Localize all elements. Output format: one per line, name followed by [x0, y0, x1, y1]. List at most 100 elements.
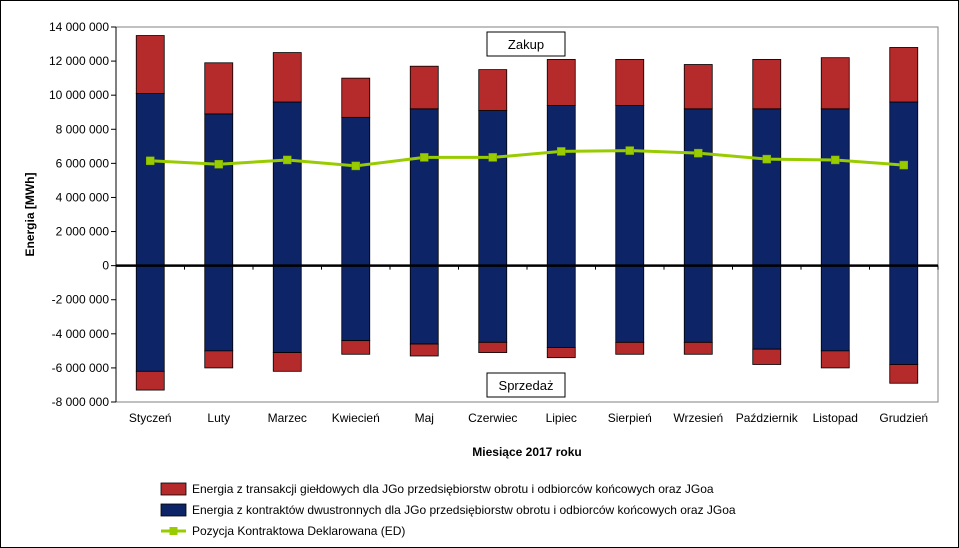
bar-contracts-sell — [615, 265, 645, 343]
bar-exchange-buy — [683, 64, 713, 110]
y-tick-label: 10 000 000 — [49, 88, 109, 102]
bar-exchange-sell — [409, 343, 439, 357]
bar-contracts-buy — [135, 93, 165, 267]
annotation-box — [486, 31, 566, 57]
bar-contracts-sell — [409, 265, 439, 345]
bar-contracts-sell — [752, 265, 782, 350]
legend-label: Energia z kontraktów dwustronnych dla JG… — [192, 503, 736, 517]
bar-exchange-sell — [135, 370, 165, 391]
ed-point — [694, 148, 703, 158]
bar-contracts-sell — [341, 265, 371, 342]
bar-contracts-buy — [341, 116, 371, 267]
y-tick-label: -8 000 000 — [52, 395, 110, 409]
bar-contracts-sell — [272, 265, 302, 353]
bar-exchange-buy — [889, 47, 919, 103]
bar-exchange-buy — [478, 69, 508, 111]
bar-contracts-buy — [683, 108, 713, 267]
y-axis-title: Energia [MWh] — [23, 173, 37, 257]
x-tick-label: Marzec — [268, 411, 307, 425]
bar-contracts-buy — [820, 108, 850, 267]
bar-contracts-buy — [478, 110, 508, 267]
x-tick-label: Październik — [736, 411, 799, 425]
y-tick-label: 0 — [102, 259, 109, 273]
y-tick-label: 8 000 000 — [56, 122, 110, 136]
bar-contracts-buy — [272, 101, 302, 267]
ed-point — [214, 159, 223, 169]
ed-point — [625, 146, 634, 155]
bar-exchange-buy — [752, 58, 782, 110]
x-tick-label: Wrzesień — [673, 411, 723, 425]
x-tick-label: Grudzień — [879, 411, 928, 425]
legend-swatch-marker — [169, 527, 178, 535]
bar-contracts-buy — [889, 101, 919, 267]
bar-contracts-sell — [204, 265, 234, 352]
x-tick-label: Maj — [415, 411, 434, 425]
x-tick-label: Luty — [207, 411, 230, 425]
bar-exchange-buy — [409, 65, 439, 110]
x-tick-label: Sierpień — [608, 411, 652, 425]
ed-point — [557, 147, 566, 156]
x-tick-label: Czerwiec — [468, 411, 517, 425]
x-tick-label: Styczeń — [129, 411, 172, 425]
bar-contracts-buy — [615, 105, 645, 267]
bar-exchange-sell — [683, 341, 713, 355]
bar-exchange-buy — [341, 77, 371, 118]
bar-contracts-sell — [546, 265, 576, 348]
y-tick-label: 12 000 000 — [49, 54, 109, 68]
legend-swatch — [160, 503, 187, 517]
bar-contracts-sell — [683, 265, 713, 343]
bar-contracts-buy — [752, 108, 782, 267]
bar-exchange-sell — [478, 341, 508, 353]
legend: Energia z transakcji giełdowych dla JGo … — [160, 482, 736, 538]
bar-exchange-sell — [204, 350, 234, 369]
x-tick-label: Kwiecień — [332, 411, 380, 425]
bar-contracts-buy — [409, 108, 439, 267]
x-axis-title: Miesiące 2017 roku — [472, 445, 581, 459]
legend-label: Energia z transakcji giełdowych dla JGo … — [192, 482, 714, 496]
y-tick-label: 4 000 000 — [56, 190, 110, 204]
x-tick-label: Listopad — [813, 411, 858, 425]
legend-swatch — [160, 482, 187, 496]
ed-point — [283, 155, 292, 165]
y-tick-label: -4 000 000 — [52, 327, 110, 341]
ed-point — [420, 153, 429, 162]
bar-exchange-sell — [615, 341, 645, 355]
bar-exchange-buy — [615, 58, 645, 106]
bar-exchange-buy — [546, 58, 576, 106]
bar-contracts-sell — [478, 265, 508, 343]
annotation-label: Sprzedaż — [499, 378, 554, 393]
bar-exchange-buy — [820, 57, 850, 110]
bar-exchange-sell — [889, 364, 919, 384]
bar-exchange-sell — [820, 350, 850, 369]
ed-point — [351, 161, 360, 171]
bar-exchange-sell — [752, 348, 782, 365]
y-tick-label: 14 000 000 — [49, 20, 109, 34]
plot-area — [115, 26, 939, 403]
x-tick-label: Lipiec — [546, 411, 577, 425]
y-tick-label: 6 000 000 — [56, 156, 110, 170]
bar-contracts-buy — [204, 113, 234, 267]
ed-point — [831, 155, 840, 165]
y-tick-label: -2 000 000 — [52, 293, 110, 307]
bar-exchange-buy — [204, 62, 234, 115]
annotation-label: Zakup — [508, 37, 544, 52]
y-tick-label: -6 000 000 — [52, 361, 110, 375]
legend-label: Pozycja Kontraktowa Deklarowana (ED) — [192, 524, 405, 538]
bar-exchange-sell — [341, 340, 371, 355]
ed-point — [146, 156, 155, 166]
bar-exchange-buy — [135, 35, 165, 94]
bar-contracts-sell — [889, 265, 919, 365]
ed-point — [488, 153, 497, 162]
y-tick-label: 2 000 000 — [56, 225, 110, 239]
ed-point — [899, 160, 908, 170]
ed-point — [762, 154, 771, 164]
bar-exchange-buy — [272, 52, 302, 103]
annotation-box — [486, 372, 566, 398]
bar-exchange-sell — [546, 347, 576, 359]
bar-exchange-sell — [272, 352, 302, 372]
bar-contracts-sell — [820, 265, 850, 352]
bar-contracts-sell — [135, 265, 165, 372]
ed-line — [150, 149, 904, 168]
